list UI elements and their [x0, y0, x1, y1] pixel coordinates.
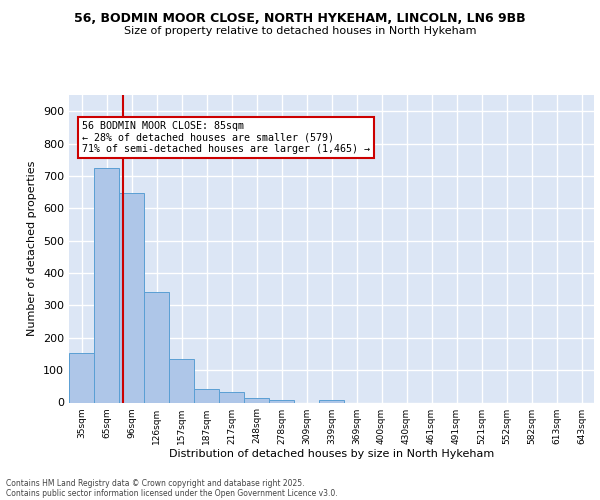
Bar	[194, 389, 219, 402]
Bar	[219, 392, 244, 402]
Bar	[319, 400, 344, 402]
Bar	[144, 292, 169, 403]
Bar	[119, 193, 144, 402]
Text: Size of property relative to detached houses in North Hykeham: Size of property relative to detached ho…	[124, 26, 476, 36]
Bar	[244, 398, 269, 402]
Text: Contains public sector information licensed under the Open Government Licence v3: Contains public sector information licen…	[6, 488, 338, 498]
Bar	[269, 400, 294, 402]
Y-axis label: Number of detached properties: Number of detached properties	[28, 161, 37, 336]
X-axis label: Distribution of detached houses by size in North Hykeham: Distribution of detached houses by size …	[169, 450, 494, 460]
Bar	[69, 354, 94, 403]
Bar	[169, 359, 194, 403]
Text: 56, BODMIN MOOR CLOSE, NORTH HYKEHAM, LINCOLN, LN6 9BB: 56, BODMIN MOOR CLOSE, NORTH HYKEHAM, LI…	[74, 12, 526, 26]
Text: Contains HM Land Registry data © Crown copyright and database right 2025.: Contains HM Land Registry data © Crown c…	[6, 478, 305, 488]
Text: 56 BODMIN MOOR CLOSE: 85sqm
← 28% of detached houses are smaller (579)
71% of se: 56 BODMIN MOOR CLOSE: 85sqm ← 28% of det…	[82, 121, 370, 154]
Bar	[94, 168, 119, 402]
